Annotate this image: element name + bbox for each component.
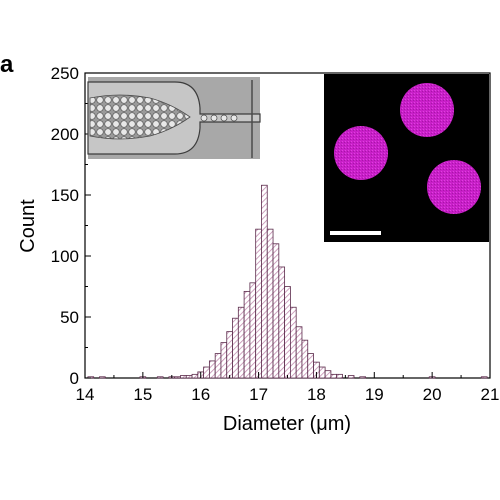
y-tick-label: 150	[51, 186, 79, 205]
histogram-bar	[243, 290, 251, 379]
histogram-bar	[156, 376, 164, 379]
histogram-bar	[237, 306, 245, 379]
scale-bar	[330, 231, 381, 235]
histogram-bar	[284, 286, 291, 379]
histogram-bar	[336, 373, 343, 379]
y-tick-label: 50	[60, 308, 79, 327]
y-axis-ticks: 0 50 100 150 200 250	[51, 64, 91, 388]
histogram-bar	[324, 370, 332, 379]
histogram-bar	[266, 228, 274, 379]
histogram-bar	[203, 366, 210, 379]
x-axis-ticks: 14 15 16 17 18 19 20 21	[76, 372, 500, 404]
histogram-bar	[255, 228, 262, 379]
histogram-bar	[180, 375, 187, 379]
histogram-bar	[174, 376, 181, 379]
y-tick-label: 100	[51, 247, 79, 266]
histogram-bar	[301, 339, 309, 379]
histogram-bar	[289, 306, 297, 379]
x-tick-label: 21	[481, 385, 500, 404]
histogram-bar	[272, 243, 280, 379]
x-tick-label: 18	[307, 385, 326, 404]
y-tick-label: 200	[51, 125, 79, 144]
histogram-bar	[214, 353, 222, 379]
x-tick-label: 16	[191, 385, 210, 404]
histogram-bars	[87, 184, 488, 379]
histogram-bar	[249, 282, 257, 379]
fluorescence-droplets-inset	[324, 74, 489, 242]
x-tick-label: 14	[76, 385, 95, 404]
x-tick-label: 17	[249, 385, 268, 404]
histogram-bar	[278, 266, 286, 379]
histogram-bar	[220, 342, 228, 379]
histogram-bar	[295, 326, 303, 379]
droplet-lower-right	[427, 160, 481, 214]
histogram-bar	[185, 375, 193, 379]
histogram-bar	[480, 376, 488, 379]
histogram-bar	[232, 317, 239, 379]
droplet-upper-right	[400, 83, 454, 137]
histogram-bar	[261, 184, 268, 379]
histogram-bar	[359, 376, 367, 379]
panel-label: a	[0, 51, 14, 78]
histogram-bar	[191, 373, 199, 379]
histogram-bar	[347, 375, 355, 379]
histogram-bar	[99, 376, 106, 379]
microfluidic-channel-inset	[87, 77, 261, 159]
histogram-bar	[226, 331, 233, 379]
histogram-bar	[330, 373, 338, 379]
histogram-bar	[307, 353, 314, 379]
x-tick-label: 20	[423, 385, 442, 404]
histogram-bar	[318, 366, 326, 379]
droplet-left	[334, 126, 388, 180]
x-tick-label: 15	[133, 385, 152, 404]
y-axis-label: Count	[17, 199, 39, 253]
histogram-bar	[208, 360, 216, 379]
y-tick-label: 250	[51, 64, 79, 83]
x-axis-label: Diameter (μm)	[223, 413, 351, 435]
y-tick-label: 0	[70, 369, 79, 388]
x-tick-label: 19	[365, 385, 384, 404]
